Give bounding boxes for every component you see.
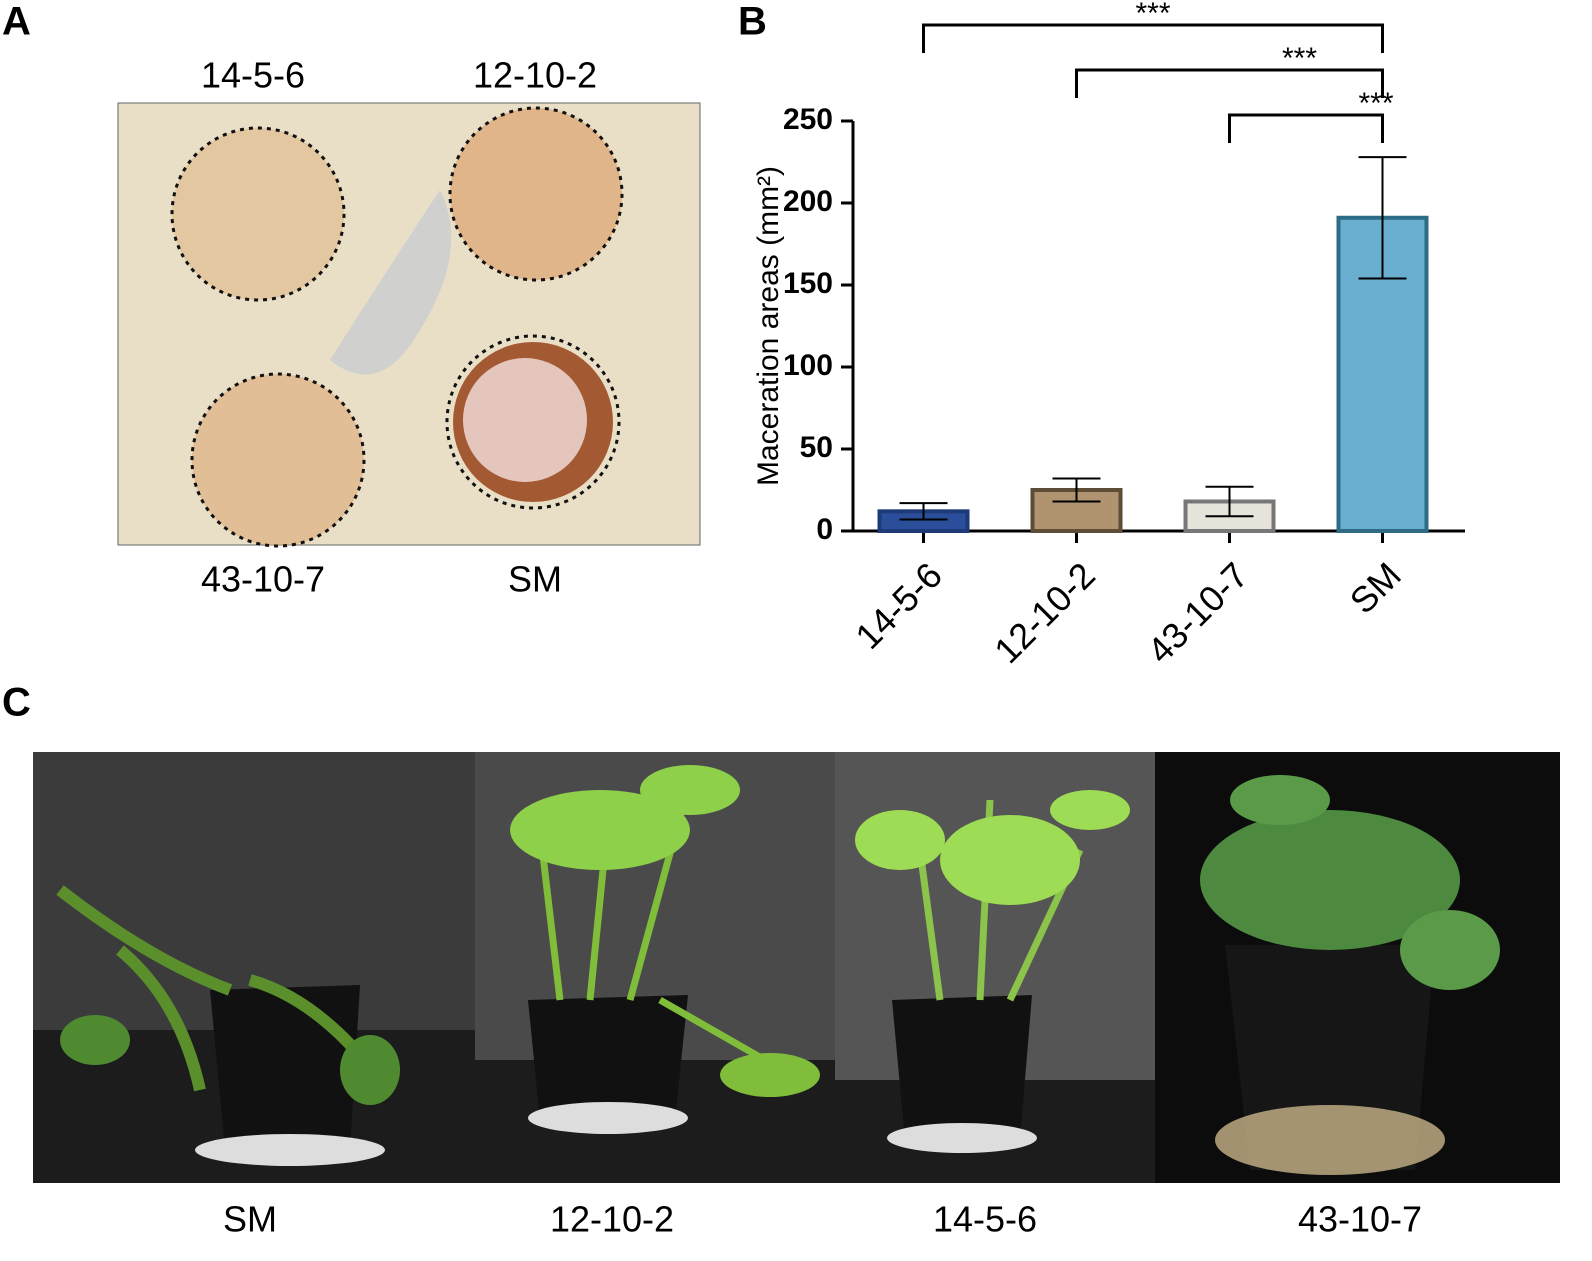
x-tick-label: 43-10-7: [1139, 554, 1256, 671]
potato-slice-photo: [117, 102, 701, 548]
bar-chart: 0 50 100 150 200 250 14-5-6 12-10-2 43-10-7 SM ***…: [783, 0, 1465, 671]
panel-label: B: [738, 0, 767, 44]
x-tick-label: SM: [1342, 554, 1409, 621]
spot-label: 12-10-2: [473, 55, 597, 96]
y-tick-label: 0: [816, 513, 833, 546]
photo-label: SM: [223, 1199, 277, 1240]
y-tick-label: 200: [783, 185, 833, 218]
spot-label: 14-5-6: [201, 55, 305, 96]
significance-label: ***: [1282, 42, 1317, 75]
photo-label: 43-10-7: [1298, 1199, 1422, 1240]
plant-photos: [33, 752, 1560, 1183]
photo-label: 12-10-2: [550, 1199, 674, 1240]
y-axis-title: Maceration areas (mm²): [752, 166, 785, 486]
x-tick-label: 14-5-6: [847, 554, 950, 657]
x-tick-label: 12-10-2: [986, 554, 1103, 671]
significance-label: ***: [1135, 0, 1170, 30]
y-tick-label: 50: [800, 431, 833, 464]
spot-label: SM: [508, 559, 562, 600]
panel-label: A: [2, 0, 31, 44]
photo-label: 14-5-6: [933, 1199, 1037, 1240]
significance-bracket: [1075, 68, 1384, 98]
significance-label: ***: [1358, 87, 1393, 120]
significance-bracket: [1228, 113, 1384, 143]
panel-label: C: [2, 681, 31, 725]
y-tick-label: 150: [783, 267, 833, 300]
y-tick-label: 250: [783, 103, 833, 136]
significance-bracket: [922, 23, 1384, 53]
y-tick-label: 100: [783, 349, 833, 382]
spot-label: 43-10-7: [201, 559, 325, 600]
